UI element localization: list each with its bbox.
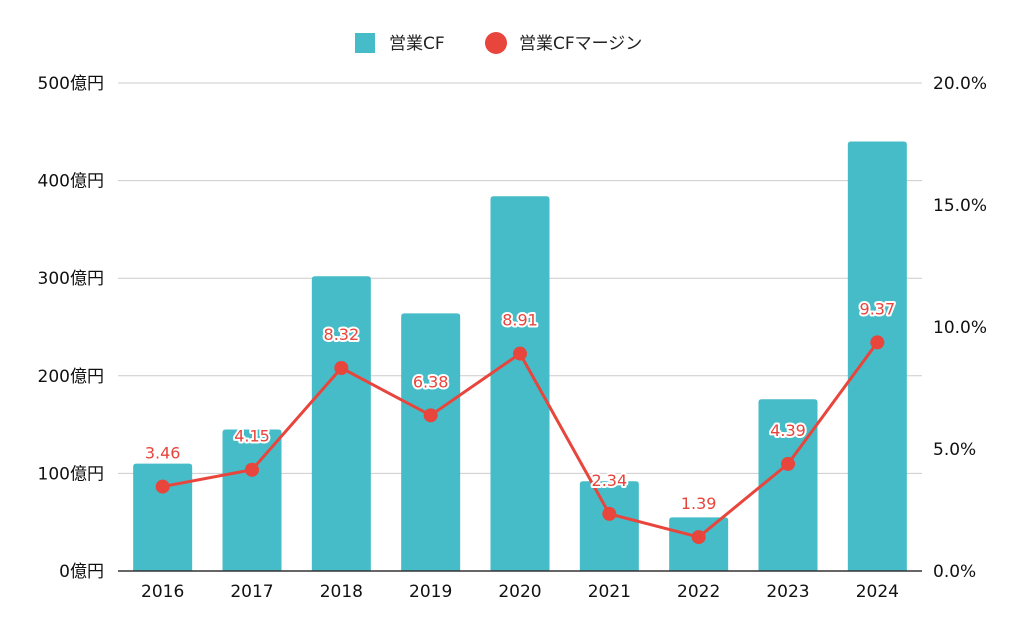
data-label: 4.15 <box>234 427 270 446</box>
bar <box>669 517 729 571</box>
x-tick-label: 2022 <box>677 582 720 602</box>
x-tick-label: 2020 <box>498 582 541 602</box>
x-tick-label: 2017 <box>230 582 273 602</box>
y-left-tick-label: 0億円 <box>59 562 104 582</box>
bar <box>579 481 639 571</box>
y-left-tick-label: 200億円 <box>38 367 104 387</box>
data-label: 4.39 <box>770 421 806 440</box>
data-label: 8.91 <box>502 311 538 330</box>
data-label: 6.38 <box>413 372 449 391</box>
y-left-tick-label: 500億円 <box>38 74 104 94</box>
y-right-tick-label: 5.0% <box>933 440 976 460</box>
line-series <box>155 335 885 545</box>
line-point <box>602 506 617 521</box>
bar <box>490 196 550 571</box>
line-point <box>155 479 170 494</box>
x-tick-label: 2021 <box>588 582 631 602</box>
x-tick-label: 2024 <box>856 582 899 602</box>
data-label: 2.34 <box>592 471 628 490</box>
y-right-tick-label: 15.0% <box>933 196 987 216</box>
legend: 営業CF 営業CFマージン <box>355 32 642 54</box>
axes: 0億円 100億円 200億円 300億円 400億円 500億円 0.0% 5.0% 10.0… <box>38 74 987 602</box>
data-label: 1.39 <box>681 494 717 513</box>
data-labels: 3.46 4.15 8.32 6.38 8.91 2.34 1.39 4.39 9.37 <box>143 297 897 515</box>
y-left-tick-label: 100億円 <box>38 464 104 484</box>
legend-label-line: 営業CFマージン <box>519 34 642 54</box>
legend-swatch-bar <box>355 33 375 53</box>
line-point <box>691 530 706 545</box>
bar <box>847 141 907 571</box>
line-point <box>781 456 795 471</box>
y-left-tick-label: 300億円 <box>38 269 104 289</box>
data-label: 3.46 <box>145 444 181 463</box>
y-left-tick-label: 400億円 <box>38 172 104 192</box>
legend-label-bar: 営業CF <box>389 34 445 54</box>
line-point <box>334 360 349 375</box>
y-right-tick-label: 10.0% <box>933 318 987 338</box>
bar <box>401 313 461 571</box>
line-point <box>870 335 885 350</box>
bar <box>311 276 371 571</box>
x-tick-label: 2019 <box>409 582 452 602</box>
bar <box>222 429 282 571</box>
line-point <box>245 462 259 477</box>
y-right-tick-label: 0.0% <box>933 562 976 582</box>
legend-swatch-line <box>485 32 507 54</box>
y-right-tick-label: 20.0% <box>933 74 987 94</box>
line-point <box>513 346 527 361</box>
x-tick-label: 2018 <box>320 582 363 602</box>
data-label: 9.37 <box>860 299 896 318</box>
line-point <box>423 408 438 423</box>
data-label: 8.32 <box>324 325 360 344</box>
bar <box>133 463 193 571</box>
x-tick-label: 2023 <box>766 582 809 602</box>
x-tick-label: 2016 <box>141 582 184 602</box>
